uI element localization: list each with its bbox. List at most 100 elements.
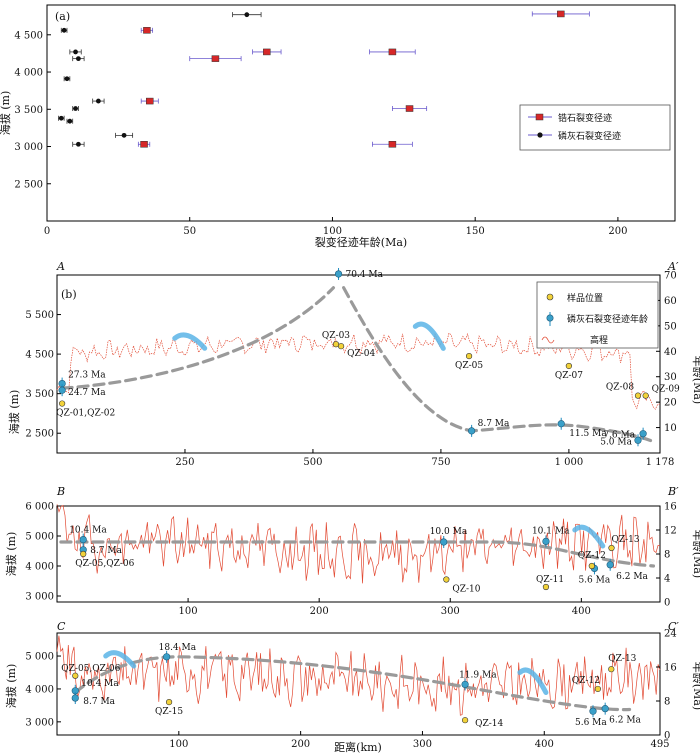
- apatite-point: [244, 12, 250, 18]
- age-trend-curve: [73, 655, 632, 712]
- legend-elevation-label: 高程: [590, 334, 608, 346]
- x-tick-label: 200: [291, 739, 310, 750]
- y-left-tick-label: 6 000: [25, 502, 54, 513]
- zircon-point: [388, 48, 397, 56]
- apatite-point: [76, 56, 81, 62]
- legend-age-marker: [546, 314, 554, 322]
- age-label: 6.2 Ma: [616, 572, 648, 582]
- sample-label: QZ-03: [322, 331, 350, 341]
- age-label: 8.7 Ma: [83, 697, 115, 707]
- zircon-point: [143, 27, 151, 34]
- y-left-tick-label: 3 500: [25, 389, 54, 400]
- x-tick-label: 200: [310, 606, 329, 617]
- age-label: 11.9 Ma: [459, 670, 497, 680]
- exhumation-arrow: [412, 321, 446, 351]
- panel-b-frame: [56, 274, 661, 454]
- sample-point: [542, 583, 550, 591]
- x-tick-label: 100: [179, 606, 198, 617]
- panel-d-y-left-label: 海拔 (m): [4, 664, 18, 709]
- age-point: [334, 270, 343, 278]
- legend-sample-label: 样品位置: [567, 292, 603, 304]
- sample-label: QZ-10: [452, 585, 480, 595]
- panel-a-frame: [46, 4, 676, 222]
- panel-a-y-axis-label: 海拔 (m): [0, 91, 12, 136]
- sample-label: QZ-14: [475, 719, 503, 729]
- sample-point: [634, 392, 642, 399]
- profile-a-start: A: [56, 260, 65, 273]
- age-label: 6.2 Ma: [609, 716, 641, 726]
- elevation-line: [56, 635, 661, 716]
- sample-point: [594, 685, 601, 693]
- y-left-tick-label: 3 000: [25, 717, 54, 728]
- age-point: [58, 386, 66, 394]
- y-right-tick-label: 0: [664, 598, 670, 609]
- age-point: [461, 680, 469, 689]
- zircon-point: [557, 10, 565, 18]
- y-left-tick-label: 2 500: [25, 429, 54, 440]
- y-left-tick-label: 5 000: [25, 652, 54, 663]
- panel-a-scatter: (a) 0 50 100 150 200 2 500 3 000 3 500 4 000 4 5…: [0, 4, 676, 249]
- zircon-point: [263, 48, 271, 56]
- y-right-tick-label: 60: [664, 296, 677, 307]
- legend-zircon-label: 锆石裂变径迹: [558, 112, 612, 124]
- age-label: 10.0 Ma: [430, 527, 468, 537]
- age-trend-curve: [59, 540, 656, 568]
- apatite-point: [58, 115, 64, 121]
- age-point: [639, 430, 647, 438]
- sample-point: [608, 666, 615, 673]
- x-tick-label: 1 178: [646, 457, 675, 468]
- y-right-tick-label: 0: [664, 731, 670, 742]
- panel-a-x-tick: 50: [183, 226, 196, 237]
- exhumation-arrow: [172, 332, 208, 351]
- y-right-tick-label: 8: [664, 697, 670, 708]
- panel-a-x-tick: 200: [608, 226, 627, 237]
- age-point: [606, 561, 614, 569]
- y-right-tick-label: 30: [664, 372, 677, 383]
- sample-label: QZ-05: [455, 361, 483, 371]
- sample-point: [588, 562, 595, 570]
- y-right-tick-label: 16: [664, 663, 677, 674]
- apatite-point: [64, 76, 70, 82]
- age-trend-curve: [60, 286, 658, 445]
- panel-a-legend: 锆石裂变径迹 磷灰石裂变径迹: [519, 104, 671, 151]
- y-left-tick-label: 4 500: [25, 350, 54, 361]
- age-label: 70.4 Ma: [346, 270, 384, 280]
- panel-a-y-tick: 4 000: [14, 68, 43, 79]
- sample-label: QZ-01,QZ-02: [56, 409, 115, 419]
- zircon-point: [140, 141, 148, 148]
- y-left-tick-label: 4 000: [25, 562, 54, 573]
- x-tick-label: 300: [413, 739, 432, 750]
- x-tick-label: 100: [169, 739, 188, 750]
- age-label: 10.4 Ma: [81, 679, 119, 689]
- legend-sample-marker: [546, 293, 554, 301]
- x-tick-label: 1 000: [555, 457, 584, 468]
- panel-a-label: (a): [55, 10, 70, 23]
- legend-zircon-marker: [535, 113, 544, 121]
- exhumation-arrow: [572, 524, 606, 549]
- panel-b-profile-aa: A A′ (b) 海拔 (m) 年龄(Ma) 250 500 750 1 000 1 1…: [7, 260, 700, 468]
- panel-a-x-tick: 150: [466, 226, 485, 237]
- sample-label: QZ-12: [578, 551, 606, 561]
- age-label: 10.4 Ma: [69, 526, 107, 536]
- sample-point: [80, 550, 87, 558]
- age-label: 27.3 Ma: [68, 371, 106, 381]
- sample-label: QZ-15: [155, 707, 183, 717]
- panel-a-y-tick: 3 000: [14, 142, 43, 153]
- age-label: 8.7 Ma: [90, 546, 122, 556]
- panel-d-profile-cc: C C′ 海拔 (m) 年龄(Ma) 距离(km) 100 200 300 400 49…: [4, 620, 700, 754]
- sample-label: QZ-08: [606, 383, 634, 393]
- profile-b-end: B′: [667, 485, 679, 498]
- panel-b-y-left-label: 海拔 (m): [7, 390, 21, 435]
- y-right-tick-label: 8: [664, 550, 670, 561]
- age-label: 11.5 Ma: [569, 429, 607, 439]
- sample-point: [72, 672, 79, 679]
- sample-point: [59, 400, 66, 407]
- y-left-tick-label: 5 500: [25, 310, 54, 321]
- y-left-tick-label: 5 000: [25, 532, 54, 543]
- apatite-point: [61, 27, 67, 33]
- apatite-point: [121, 132, 127, 138]
- legend-age-label: 磷灰石裂变径迹年龄: [567, 313, 648, 325]
- y-right-tick-label: 10: [664, 423, 677, 434]
- x-tick-label: 495: [650, 739, 669, 750]
